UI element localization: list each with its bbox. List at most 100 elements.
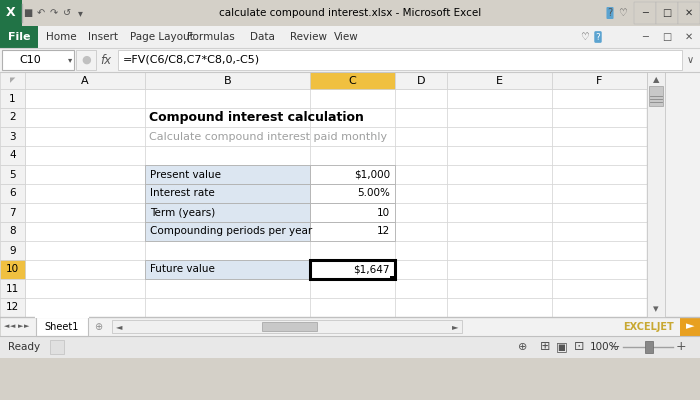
Bar — [25, 184, 145, 203]
Bar — [395, 108, 447, 127]
Bar — [25, 108, 145, 127]
Text: 12: 12 — [377, 226, 390, 236]
Bar — [25, 260, 145, 279]
Text: 5.00%: 5.00% — [357, 188, 390, 198]
Text: 5: 5 — [9, 170, 16, 180]
Bar — [145, 184, 310, 203]
Text: ■: ■ — [23, 8, 33, 18]
Bar — [25, 241, 145, 260]
Text: =FV(C6/C8,C7*C8,0,-C5): =FV(C6/C8,C7*C8,0,-C5) — [123, 55, 260, 65]
Bar — [145, 184, 310, 203]
Bar — [552, 108, 647, 127]
Bar — [310, 89, 395, 108]
Bar — [647, 108, 665, 127]
Text: ►: ► — [686, 322, 694, 332]
Bar — [447, 108, 552, 127]
Text: $1,000: $1,000 — [354, 170, 390, 180]
Bar — [0, 89, 25, 108]
Bar — [395, 89, 447, 108]
Bar — [647, 184, 665, 203]
Bar — [310, 298, 395, 317]
Bar — [390, 276, 395, 279]
Text: Interest rate: Interest rate — [150, 188, 215, 198]
Bar — [0, 108, 25, 127]
Bar — [25, 165, 145, 184]
Bar — [395, 203, 447, 222]
Bar — [552, 260, 647, 279]
Bar — [552, 279, 647, 298]
Text: calculate compound interest.xlsx - Microsoft Excel: calculate compound interest.xlsx - Micro… — [219, 8, 481, 18]
Text: ◄: ◄ — [4, 324, 10, 330]
Bar — [310, 222, 395, 241]
Text: ↷: ↷ — [50, 8, 58, 18]
Text: Insert: Insert — [88, 32, 118, 42]
Bar — [145, 165, 310, 184]
Text: $1,647: $1,647 — [354, 264, 390, 274]
Bar — [552, 184, 647, 203]
Text: Future value: Future value — [150, 264, 215, 274]
Text: C10: C10 — [19, 55, 41, 65]
Bar — [447, 298, 552, 317]
Bar — [112, 320, 462, 333]
Bar — [310, 222, 395, 241]
Bar — [647, 127, 665, 146]
Bar — [310, 260, 395, 279]
Bar — [0, 72, 25, 89]
Bar — [447, 72, 552, 89]
Bar — [0, 279, 25, 298]
Bar — [145, 127, 310, 146]
Bar — [0, 298, 25, 317]
Text: View: View — [334, 32, 358, 42]
Bar — [395, 184, 447, 203]
Bar — [0, 184, 25, 203]
Text: ⊕: ⊕ — [94, 322, 102, 332]
Text: □: □ — [662, 32, 671, 42]
Bar — [395, 165, 447, 184]
Text: ►: ► — [452, 322, 458, 331]
Bar — [25, 203, 145, 222]
Bar — [310, 279, 395, 298]
Text: E: E — [496, 76, 503, 86]
Bar — [25, 89, 145, 108]
Text: ↶: ↶ — [37, 8, 45, 18]
Bar — [50, 340, 64, 354]
Text: 9: 9 — [9, 246, 16, 256]
Bar — [447, 89, 552, 108]
Bar — [0, 72, 700, 317]
Text: ─: ─ — [642, 32, 648, 42]
Bar — [310, 203, 395, 222]
Bar — [0, 26, 38, 48]
Bar — [395, 298, 447, 317]
Bar — [2, 50, 74, 70]
Bar — [649, 86, 663, 106]
Text: □: □ — [662, 8, 671, 18]
Text: ♡: ♡ — [580, 32, 589, 42]
Bar — [395, 127, 447, 146]
Bar — [145, 279, 310, 298]
Text: fx: fx — [100, 54, 111, 66]
Bar — [0, 0, 700, 26]
Bar — [0, 127, 25, 146]
Bar — [25, 222, 145, 241]
Bar — [447, 203, 552, 222]
Text: File: File — [8, 32, 30, 42]
Bar — [25, 127, 145, 146]
Text: ▾: ▾ — [78, 8, 83, 18]
Bar — [262, 322, 317, 331]
Bar — [0, 222, 25, 241]
Text: 2: 2 — [9, 112, 16, 122]
Bar — [395, 241, 447, 260]
Bar — [395, 146, 447, 165]
Text: Compounding periods per year: Compounding periods per year — [150, 226, 312, 236]
Bar — [395, 260, 447, 279]
Bar — [395, 279, 447, 298]
Text: Home: Home — [46, 32, 76, 42]
Text: ⊞: ⊞ — [540, 340, 550, 354]
Bar — [145, 222, 310, 241]
Text: −: − — [610, 340, 620, 354]
Bar — [447, 165, 552, 184]
Bar — [395, 222, 447, 241]
Bar — [656, 2, 678, 24]
Bar — [647, 260, 665, 279]
Bar — [0, 146, 25, 165]
